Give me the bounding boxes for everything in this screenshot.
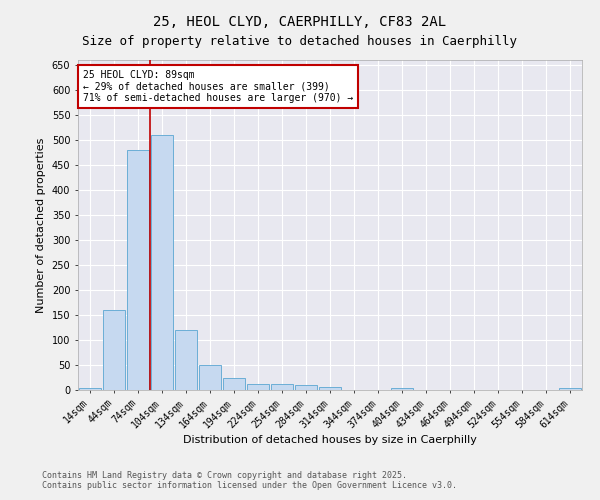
Bar	[559, 388, 581, 390]
Bar	[271, 384, 293, 390]
Y-axis label: Number of detached properties: Number of detached properties	[36, 138, 46, 312]
Text: Contains HM Land Registry data © Crown copyright and database right 2025.
Contai: Contains HM Land Registry data © Crown c…	[42, 470, 457, 490]
Bar	[151, 135, 173, 390]
Bar	[127, 150, 149, 390]
Bar	[79, 388, 101, 390]
Bar	[319, 387, 341, 390]
Text: 25 HEOL CLYD: 89sqm
← 29% of detached houses are smaller (399)
71% of semi-detac: 25 HEOL CLYD: 89sqm ← 29% of detached ho…	[83, 70, 353, 103]
Bar	[103, 310, 125, 390]
X-axis label: Distribution of detached houses by size in Caerphilly: Distribution of detached houses by size …	[183, 435, 477, 445]
Bar	[247, 384, 269, 390]
Text: Size of property relative to detached houses in Caerphilly: Size of property relative to detached ho…	[83, 35, 517, 48]
Bar	[391, 388, 413, 390]
Bar	[223, 378, 245, 390]
Bar	[295, 385, 317, 390]
Text: 25, HEOL CLYD, CAERPHILLY, CF83 2AL: 25, HEOL CLYD, CAERPHILLY, CF83 2AL	[154, 15, 446, 29]
Bar	[199, 365, 221, 390]
Bar	[175, 330, 197, 390]
